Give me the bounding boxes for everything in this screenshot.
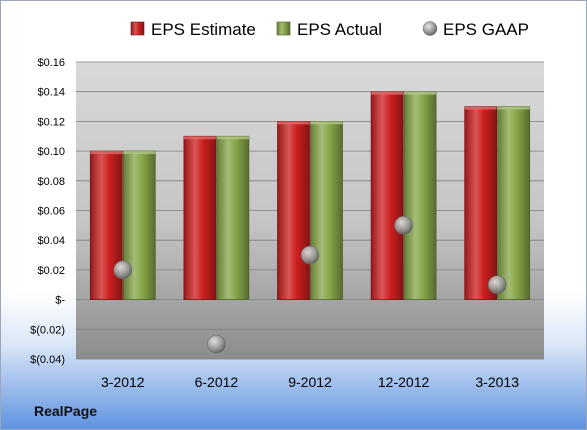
bar-eps-actual: [497, 106, 531, 300]
gaap-marker: [300, 245, 320, 265]
bar-top-bevel: [90, 151, 123, 155]
bar-top-bevel: [123, 151, 156, 155]
legend-swatch-eps-actual: [276, 21, 291, 36]
bar-eps-estimate: [277, 121, 310, 300]
bar-eps-estimate: [183, 135, 217, 300]
y-tick-label: $0.16: [37, 57, 65, 69]
legend-swatch-eps-gaap: [422, 21, 438, 36]
bar-top-bevel: [464, 106, 497, 110]
legend: EPS Estimate EPS Actual EPS GAAP: [130, 20, 529, 39]
legend-label: EPS GAAP: [443, 20, 529, 39]
legend-label: EPS Actual: [297, 20, 382, 39]
bar-top-bevel: [216, 136, 249, 140]
bar-top-bevel: [183, 136, 216, 140]
y-tick-label: $0.08: [37, 176, 65, 188]
y-tick-label: $(0.02): [30, 324, 65, 336]
bars: [89, 91, 531, 300]
y-tick-label: $0.14: [37, 87, 65, 99]
gaap-marker: [113, 260, 133, 280]
y-tick-label: $0.06: [37, 206, 65, 218]
bar-eps-actual: [310, 121, 343, 300]
bar-eps-actual: [403, 91, 437, 300]
gaap-marker: [394, 216, 413, 235]
y-tick-label: $(0.04): [30, 354, 65, 366]
y-tick-label: $0.12: [37, 116, 65, 128]
gaap-marker: [487, 275, 507, 295]
y-tick-label: $0.04: [37, 235, 65, 247]
y-tick-label: $0.10: [37, 146, 65, 158]
x-tick-label: 6-2012: [195, 374, 239, 390]
bar-eps-estimate: [370, 91, 404, 300]
x-axis: 3-2012 6-2012 9-2012 12-2012 3-2013: [101, 374, 519, 390]
y-axis: $0.16 $0.14 $0.12 $0.10 $0.08 $0.06 $0.04 $0.02…: [30, 57, 65, 366]
gaap-markers: [113, 216, 507, 354]
x-tick-label: 3-2012: [101, 374, 145, 390]
y-tick-label: $-: [55, 295, 65, 307]
legend-swatch-eps-estimate: [130, 21, 145, 36]
gaap-marker: [207, 334, 226, 354]
bar-top-bevel: [277, 121, 310, 125]
bar-top-bevel: [497, 106, 530, 110]
x-tick-label: 12-2012: [378, 374, 430, 390]
company-name: RealPage: [34, 403, 98, 419]
bar-eps-actual: [216, 135, 250, 300]
bar-top-bevel: [371, 91, 404, 95]
x-tick-label: 3-2013: [475, 374, 519, 390]
bar-top-bevel: [404, 91, 437, 95]
bar-eps-estimate: [464, 106, 498, 300]
y-tick-label: $0.02: [37, 265, 65, 277]
legend-label: EPS Estimate: [151, 20, 256, 39]
bar-top-bevel: [310, 121, 343, 125]
x-tick-label: 9-2012: [288, 374, 332, 390]
